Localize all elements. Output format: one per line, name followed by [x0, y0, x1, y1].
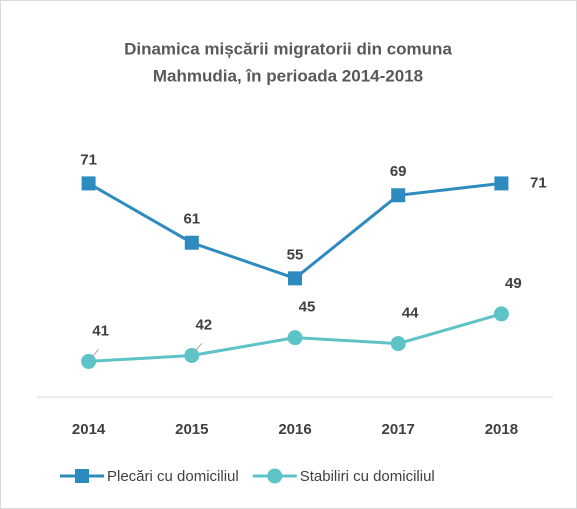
chart-title: Dinamica mișcării migratorii din comuna — [124, 39, 452, 58]
marker — [184, 235, 199, 250]
data-label: 42 — [195, 316, 212, 333]
data-label: 49 — [505, 275, 522, 292]
x-tick-label: 2018 — [485, 421, 518, 438]
data-label: 61 — [183, 211, 200, 228]
legend-label: Plecări cu domiciliul — [107, 468, 239, 485]
x-tick-label: 2015 — [175, 421, 208, 438]
data-label: 71 — [530, 174, 547, 191]
chart-title: Mahmudia, în perioada 2014-2018 — [153, 66, 423, 85]
marker — [494, 176, 509, 191]
marker — [184, 347, 200, 363]
marker — [493, 306, 509, 322]
data-label: 45 — [299, 299, 316, 316]
x-tick-label: 2017 — [382, 421, 415, 438]
marker — [391, 188, 406, 203]
data-label: 55 — [287, 246, 304, 263]
legend-label: Stabiliri cu domiciliul — [300, 468, 435, 485]
legend-marker — [75, 469, 89, 483]
data-label: 44 — [402, 305, 419, 322]
marker — [390, 336, 406, 352]
marker — [81, 176, 96, 191]
data-label: 69 — [390, 163, 407, 180]
marker — [81, 353, 97, 369]
data-label: 71 — [80, 151, 97, 168]
data-label: 41 — [92, 322, 109, 339]
leader-line — [90, 349, 99, 359]
marker — [287, 330, 303, 346]
legend-marker — [267, 468, 283, 484]
marker — [288, 271, 302, 286]
x-tick-label: 2016 — [278, 421, 311, 438]
x-tick-label: 2014 — [72, 421, 106, 438]
leader-line — [193, 343, 203, 353]
